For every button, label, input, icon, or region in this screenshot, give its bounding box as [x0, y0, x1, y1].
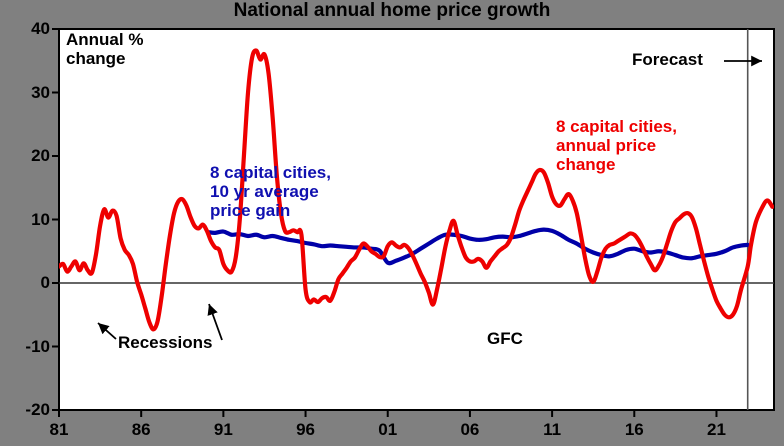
- y-axis-tick-label: -20: [25, 400, 50, 419]
- annotation-gfc: GFC: [487, 329, 523, 348]
- x-axis-tick-label: 96: [296, 420, 315, 439]
- x-axis-tick-label: 86: [131, 420, 151, 439]
- plot-area: [58, 28, 775, 411]
- x-axis-tick-label: 21: [707, 420, 726, 439]
- x-axis-tick-label: 81: [49, 420, 69, 439]
- x-axis-tick-label: 01: [378, 420, 398, 439]
- x-axis-tick-label: 16: [624, 420, 644, 439]
- y-axis-tick-label: 20: [31, 146, 50, 165]
- y-axis-tick-label: 0: [40, 273, 50, 292]
- annotation-blue-series-label: 8 capital cities, 10 yr average price ga…: [210, 163, 331, 220]
- annotation-recessions: Recessions: [118, 333, 213, 352]
- y-axis-tick-label: 40: [31, 19, 50, 38]
- x-axis-tick-label: 06: [460, 420, 480, 439]
- annotation-forecast: Forecast: [632, 50, 703, 69]
- y-axis-tick-label: 10: [31, 209, 50, 229]
- chart-title: National annual home price growth: [233, 0, 551, 21]
- y-axis-tick-label: -10: [25, 336, 50, 356]
- x-axis-tick-label: 91: [213, 420, 233, 439]
- y-axis-tick-label: 30: [31, 82, 50, 102]
- annotation-red-series-label: 8 capital cities, annual price change: [556, 117, 677, 174]
- annotation-annual-change: Annual % change: [66, 30, 144, 68]
- x-axis-tick-label: 11: [543, 420, 562, 439]
